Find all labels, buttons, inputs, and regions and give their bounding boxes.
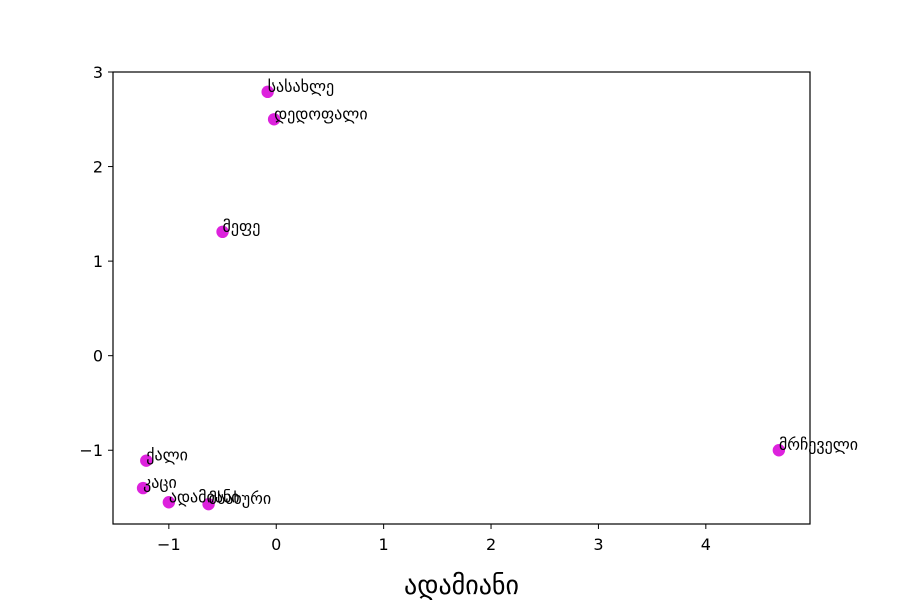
x-tick-label: 4 [701,535,711,554]
data-point [136,481,150,495]
x-axis-title: ადამიანი [404,571,519,600]
y-tick-label: 1 [93,252,103,271]
y-axis-ticks: −1 0 1 2 3 [79,63,113,460]
point-label: მსახური [209,489,272,508]
data-point [261,85,274,99]
data-point [267,113,281,126]
y-tick-label: 3 [93,63,103,82]
point-label: ადამიანი [169,487,240,506]
x-tick-label: 1 [379,535,389,554]
y-tick-label: −1 [79,441,103,460]
point-label: სასახლე [268,77,334,96]
point-label: ქალი [146,446,188,465]
point-label: მეფე [223,217,261,236]
x-axis-ticks: −1 0 1 2 3 4 [157,524,711,554]
x-tick-label: 2 [486,535,496,554]
data-point [202,497,215,511]
plot-area-frame [112,71,811,525]
point-label: მრჩეველი [779,435,858,454]
point-label: დედოფალი [274,104,368,123]
data-point [772,444,786,457]
x-tick-label: −1 [157,535,181,554]
x-tick-label: 3 [593,535,603,554]
data-point [140,454,153,467]
y-tick-label: 0 [93,347,103,366]
labels-layer: სასახლე დედოფალი მეფე ქალი კაციადამიანიმსახუ… [143,77,858,508]
point-label: კაცი [143,473,177,492]
y-tick-label: 2 [93,158,103,177]
x-tick-label: 0 [271,535,281,554]
data-point [216,225,229,239]
points-layer [136,85,786,511]
data-point [162,496,176,509]
